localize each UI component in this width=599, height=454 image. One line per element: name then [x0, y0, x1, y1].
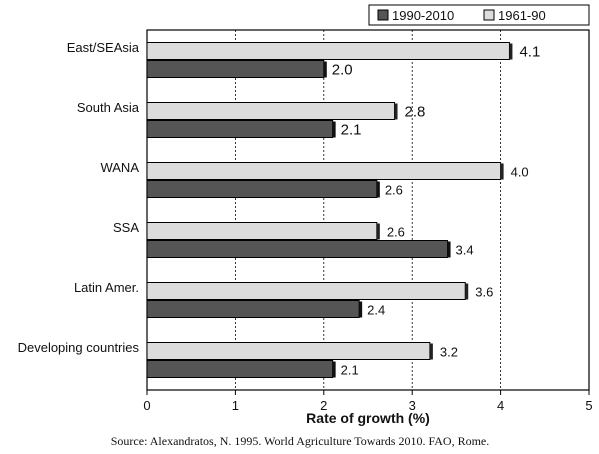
category-label: East/SEAsia — [67, 40, 140, 55]
bar-1990-2010 — [146, 360, 334, 378]
bars: 4.1 2.0 2.8 2.1 4.0 2.6 2.6 3.4 3.6 2.4 3.2 2.1 — [146, 42, 540, 378]
category-label: SSA — [113, 220, 139, 235]
bar-1961-90 — [146, 342, 431, 360]
bar-1990-2010 — [146, 300, 360, 318]
value-label-1990-2010: 2.4 — [367, 303, 385, 318]
category-label: Latin Amer. — [74, 280, 139, 295]
bar-shadow — [359, 301, 363, 318]
bar-1961-90 — [146, 42, 510, 60]
bar-1961-90 — [146, 162, 502, 180]
x-tick-label: 5 — [585, 398, 592, 413]
legend-box — [368, 4, 590, 26]
bar-shadow — [465, 283, 469, 300]
bar-shadow — [376, 223, 380, 240]
category-label: WANA — [100, 160, 139, 175]
bar-1961-90 — [146, 102, 396, 120]
bar-1961-90 — [146, 282, 466, 300]
value-label-1961-90: 3.6 — [475, 285, 493, 300]
category-label: South Asia — [77, 100, 140, 115]
x-tick-label: 1 — [232, 398, 239, 413]
value-label-1961-90: 4.0 — [511, 165, 529, 180]
category-label: Developing countries — [18, 340, 140, 355]
value-label-1961-90: 3.2 — [440, 345, 458, 360]
bar-shadow — [323, 61, 327, 78]
bar-shadow — [394, 103, 398, 120]
legend-label-1990-2010: 1990-2010 — [392, 8, 454, 23]
legend-swatch-1961-90 — [483, 9, 495, 21]
x-axis-ticks: 0 1 2 3 4 5 — [143, 390, 593, 413]
bar-1990-2010 — [146, 180, 378, 198]
bar-1961-90 — [146, 222, 378, 240]
bar-shadow — [332, 361, 336, 378]
legend-label-1961-90: 1961-90 — [498, 8, 546, 23]
plot-area — [146, 29, 590, 391]
legend: 1990-2010 1961-90 — [368, 4, 590, 26]
value-label-1990-2010: 3.4 — [456, 243, 474, 258]
bar-shadow — [332, 121, 336, 138]
bar-1990-2010 — [146, 240, 449, 258]
value-label-1990-2010: 2.0 — [332, 62, 353, 79]
x-tick-label: 0 — [143, 398, 150, 413]
bar-shadow — [376, 181, 380, 198]
bar-shadow — [509, 43, 513, 60]
value-label-1961-90: 2.8 — [405, 104, 426, 121]
value-label-1990-2010: 2.1 — [341, 363, 359, 378]
category-labels: East/SEAsia South Asia WANA SSA Latin Amer. D… — [18, 40, 140, 355]
bar-shadow — [429, 343, 433, 360]
source-note: Source: Alexandratos, N. 1995. World Agr… — [111, 434, 489, 448]
bar-shadow — [500, 163, 504, 180]
value-label-1990-2010: 2.1 — [341, 122, 362, 139]
value-label-1961-90: 2.6 — [387, 225, 405, 240]
bar-shadow — [447, 241, 451, 258]
x-tick-label: 2 — [320, 398, 327, 413]
x-tick-label: 3 — [409, 398, 416, 413]
x-tick-label: 4 — [497, 398, 504, 413]
x-axis-title: Rate of growth (%) — [306, 410, 430, 426]
gridlines — [234, 30, 502, 390]
legend-swatch-1990-2010 — [377, 9, 389, 21]
value-label-1990-2010: 2.6 — [385, 183, 403, 198]
value-label-1961-90: 4.1 — [519, 44, 540, 61]
bar-1990-2010 — [146, 60, 325, 78]
bar-1990-2010 — [146, 120, 334, 138]
